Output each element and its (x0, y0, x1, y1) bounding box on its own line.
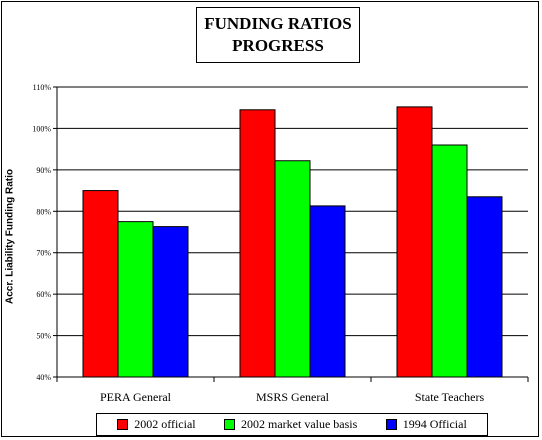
y-tick-label-80: 80% (36, 207, 51, 216)
y-tick-label-60: 60% (36, 290, 51, 299)
y-tick-label-110: 110% (33, 83, 52, 92)
bar-msrs-general-series-2 (309, 205, 346, 378)
y-tick-label-100: 100% (32, 124, 51, 133)
x-tick-label-state-teachers: State Teachers (415, 390, 485, 404)
y-tick-label-70: 70% (36, 249, 51, 258)
chart-title: FUNDING RATIOS PROGRESS (196, 7, 360, 63)
legend-item-1994-official: 1994 Official (385, 417, 467, 432)
bar-pera-general-series-0 (82, 190, 119, 378)
legend-swatch-1994-official (385, 419, 397, 430)
legend-swatch-2002-market-value (224, 419, 235, 430)
chart-title-line-1: FUNDING RATIOS (204, 14, 352, 33)
y-tick-label-40: 40% (36, 373, 51, 382)
legend-item-2002-market-value: 2002 market value basis (224, 417, 357, 432)
chart-title-line-2: PROGRESS (232, 36, 324, 55)
y-tick-label-50: 50% (36, 332, 51, 341)
bar-state-teachers-series-0 (396, 106, 433, 378)
bar-msrs-general-series-1 (274, 160, 311, 378)
bar-state-teachers-series-1 (431, 144, 468, 378)
legend-item-2002-official: 2002 official (117, 417, 196, 432)
y-tick-label-90: 90% (36, 166, 51, 175)
bar-state-teachers-series-2 (466, 196, 503, 378)
legend: 2002 official 2002 market value basis 19… (96, 413, 488, 436)
x-tick-label-msrs-general: MSRS General (256, 390, 330, 404)
legend-label-2002-market-value: 2002 market value basis (241, 417, 358, 431)
bar-pera-general-series-1 (117, 221, 154, 378)
legend-swatch-2002-official (117, 419, 129, 430)
bar-msrs-general-series-0 (239, 109, 276, 378)
bar-pera-general-series-2 (152, 226, 189, 378)
x-tick-label-pera-general: PERA General (100, 390, 172, 404)
legend-label-2002-official: 2002 official (134, 417, 196, 431)
legend-label-1994-official: 1994 Official (402, 417, 467, 431)
